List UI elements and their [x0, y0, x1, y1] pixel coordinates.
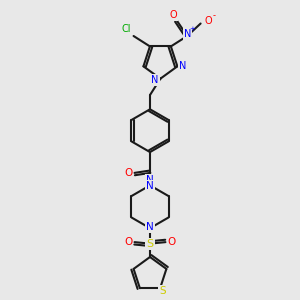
Text: -: -	[212, 11, 215, 20]
Text: N: N	[146, 175, 154, 185]
Text: +: +	[190, 26, 196, 32]
Text: O: O	[124, 168, 132, 178]
Text: N: N	[146, 181, 154, 191]
Text: O: O	[205, 16, 212, 26]
Text: Cl: Cl	[122, 25, 131, 34]
Text: O: O	[124, 237, 132, 247]
Text: O: O	[169, 10, 177, 20]
Text: N: N	[179, 61, 186, 71]
Text: N: N	[152, 75, 159, 85]
Text: N: N	[146, 222, 154, 232]
Text: S: S	[146, 238, 154, 249]
Text: O: O	[168, 237, 176, 247]
Text: N: N	[184, 28, 191, 39]
Text: S: S	[159, 286, 166, 296]
